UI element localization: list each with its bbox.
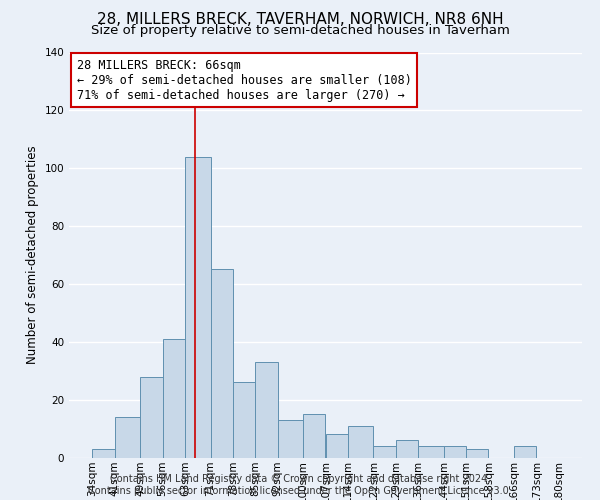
- Bar: [163, 339, 185, 458]
- Bar: [115, 417, 140, 458]
- Bar: [443, 446, 466, 458]
- Text: Contains HM Land Registry data © Crown copyright and database right 2024.
Contai: Contains HM Land Registry data © Crown c…: [88, 474, 512, 496]
- Bar: [303, 414, 325, 458]
- Text: Size of property relative to semi-detached houses in Taverham: Size of property relative to semi-detach…: [91, 24, 509, 37]
- Bar: [348, 426, 373, 458]
- Bar: [466, 449, 488, 458]
- Bar: [211, 270, 233, 458]
- Bar: [92, 449, 115, 458]
- Bar: [140, 376, 163, 458]
- Bar: [396, 440, 418, 458]
- Text: 28 MILLERS BRECK: 66sqm
← 29% of semi-detached houses are smaller (108)
71% of s: 28 MILLERS BRECK: 66sqm ← 29% of semi-de…: [77, 58, 412, 102]
- Bar: [514, 446, 536, 458]
- Bar: [278, 420, 303, 458]
- Bar: [255, 362, 278, 458]
- Bar: [418, 446, 443, 458]
- Y-axis label: Number of semi-detached properties: Number of semi-detached properties: [26, 146, 39, 364]
- Bar: [185, 156, 211, 458]
- Bar: [373, 446, 396, 458]
- Bar: [325, 434, 348, 458]
- Bar: [233, 382, 255, 458]
- Text: 28, MILLERS BRECK, TAVERHAM, NORWICH, NR8 6NH: 28, MILLERS BRECK, TAVERHAM, NORWICH, NR…: [97, 12, 503, 28]
